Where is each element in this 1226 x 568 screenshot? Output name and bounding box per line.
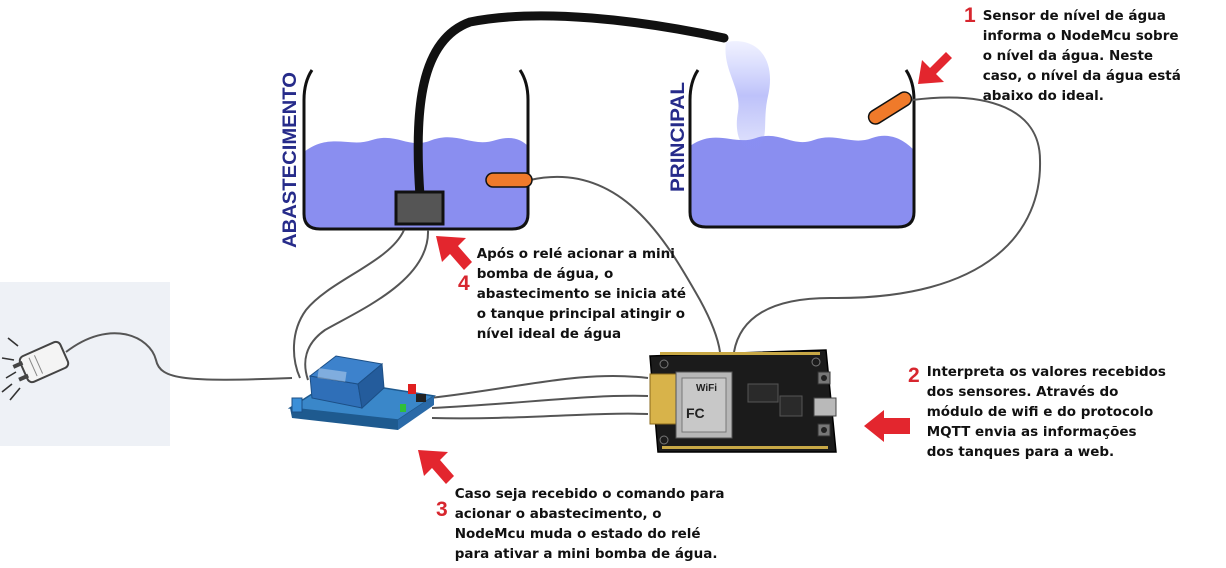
arrow-step-3-icon <box>418 450 454 484</box>
step-1-annotation: 1 Sensor de nível de água informa o Node… <box>964 4 1181 106</box>
step-1-number: 1 <box>964 4 976 27</box>
power-plug-icon <box>1 337 70 401</box>
main-tank-label: PRINCIPAL <box>668 82 689 192</box>
board-bottom-pins <box>662 446 828 449</box>
main-tank-wall <box>688 69 916 229</box>
step-4-annotation: 4 Após o relé acionar a mini bomba de ág… <box>458 244 686 344</box>
supply-level-sensor <box>485 172 533 188</box>
supply-sensor-wire <box>529 175 721 353</box>
relay-module <box>287 355 437 430</box>
water-spray <box>725 41 771 151</box>
supply-tank-wall <box>302 69 530 231</box>
step-2-annotation: 2 Interpreta os valores recebidos dos se… <box>908 362 1166 462</box>
pump-wire-b <box>304 229 430 381</box>
supply-tank-label: ABASTECIMENTO <box>280 72 301 248</box>
main-level-sensor <box>867 91 913 125</box>
board-top-pins <box>660 352 820 355</box>
relay-wire-2 <box>431 394 649 409</box>
step-3-text: Caso seja recebido o comando para aciona… <box>454 486 725 562</box>
arrow-step-2-icon <box>864 410 910 442</box>
hose <box>413 11 729 201</box>
wiring <box>65 96 1042 420</box>
pointer-arrows <box>418 52 952 484</box>
step-4-number: 4 <box>458 272 470 295</box>
nodemcu-board: WiFi FC <box>649 349 837 453</box>
main-tank-water <box>690 135 914 227</box>
step-2-text: Interpreta os valores recebidos dos sens… <box>926 364 1166 460</box>
plug-cable <box>65 332 293 381</box>
fc-mark: FC <box>686 405 705 421</box>
pump-wire-a <box>292 229 405 379</box>
arrow-step-1-icon <box>918 52 952 84</box>
arrow-step-4-icon <box>436 236 472 270</box>
step-4-text: Após o relé acionar a mini bomba de água… <box>476 246 687 342</box>
relay-wire-1 <box>429 375 649 399</box>
step-3-number: 3 <box>436 498 448 521</box>
step-2-number: 2 <box>908 364 920 387</box>
main-tank <box>688 69 916 229</box>
wifi-logo: WiFi <box>696 383 717 394</box>
main-sensor-wire <box>733 96 1042 353</box>
mini-pump <box>394 190 445 226</box>
relay-wire-3 <box>431 412 649 420</box>
step-1-text: Sensor de nível de água informa o NodeMc… <box>982 8 1181 104</box>
step-3-annotation: 3 Caso seja recebido o comando para acio… <box>436 484 724 564</box>
